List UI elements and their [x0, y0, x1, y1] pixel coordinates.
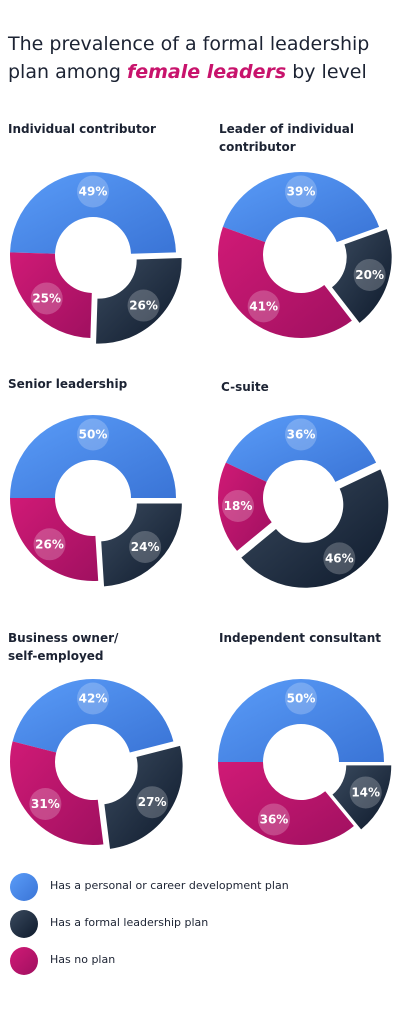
label-bubble-leadership — [353, 258, 386, 291]
slice-no-plan — [218, 226, 352, 338]
chart-title-c-suite: C-suite — [221, 380, 269, 394]
chart-title-independent-consultant: Independent consultant — [219, 631, 382, 645]
legend-swatch-leadership — [10, 910, 38, 938]
label-bubble-leadership — [127, 289, 160, 322]
slice-leadership — [241, 469, 389, 588]
data-label-plan: 39% — [287, 185, 316, 199]
slice-leadership — [101, 503, 182, 587]
data-label-leadership: 27% — [138, 795, 167, 809]
slice-plan — [218, 679, 384, 762]
label-bubble-no-plan — [257, 803, 290, 836]
label-bubble-plan — [285, 175, 317, 208]
page-title: The prevalence of a formal leadership pl… — [8, 30, 392, 86]
slice-no-plan — [218, 762, 354, 845]
label-bubble-plan — [77, 175, 109, 208]
data-label-plan: 50% — [287, 692, 316, 706]
label-bubble-no-plan — [222, 489, 255, 522]
title-highlight: female leaders — [126, 61, 287, 83]
label-bubble-no-plan — [29, 787, 62, 820]
data-label-leadership: 24% — [131, 540, 160, 554]
legend-item-no-plan: Has no plan — [10, 947, 390, 977]
label-bubble-no-plan — [30, 282, 63, 315]
legend-item-plan: Has a personal or career development pla… — [10, 873, 390, 903]
legend-swatch-no-plan — [10, 947, 38, 975]
chart-title-leader-of-ic: Leader of individual contributor — [219, 122, 354, 154]
data-label-leadership: 46% — [325, 551, 354, 565]
data-label-plan: 42% — [79, 692, 108, 706]
label-bubble-no-plan — [247, 290, 280, 323]
chart-title-senior-leadership: Senior leadership — [8, 377, 128, 391]
label-bubble-plan — [77, 418, 109, 451]
data-label-no-plan: 26% — [35, 537, 64, 551]
data-label-plan: 49% — [79, 185, 108, 199]
data-label-no-plan: 31% — [31, 797, 60, 811]
data-label-no-plan: 41% — [249, 299, 278, 313]
slice-plan — [10, 415, 176, 498]
slice-plan — [222, 171, 380, 243]
legend-item-leadership: Has a formal leadership plan — [10, 910, 390, 940]
slice-leadership — [96, 258, 182, 344]
legend-label-plan: Has a personal or career development pla… — [50, 879, 289, 892]
slice-no-plan — [10, 498, 99, 582]
legend-label-no-plan: Has no plan — [50, 953, 116, 966]
data-label-no-plan: 36% — [260, 812, 289, 826]
data-label-leadership: 14% — [351, 785, 380, 799]
label-bubble-leadership — [349, 776, 382, 809]
label-bubble-leadership — [136, 786, 169, 819]
slice-no-plan — [9, 252, 92, 338]
slice-plan — [10, 172, 176, 254]
slice-plan — [225, 414, 377, 482]
label-bubble-no-plan — [33, 528, 66, 561]
label-bubble-leadership — [129, 530, 162, 563]
data-label-no-plan: 25% — [32, 291, 61, 305]
label-bubble-leadership — [323, 542, 356, 575]
label-bubble-plan — [285, 418, 317, 451]
label-bubble-plan — [77, 682, 109, 715]
chart-title-business-owner: Business owner/ self-employed — [8, 631, 119, 663]
legend-label-leadership: Has a formal leadership plan — [50, 916, 209, 929]
slice-no-plan — [217, 462, 272, 551]
slice-leadership — [332, 765, 392, 830]
data-label-no-plan: 18% — [224, 499, 253, 513]
data-label-plan: 36% — [287, 428, 316, 442]
title-text: The prevalence of a formal leadership pl… — [8, 33, 370, 83]
data-label-leadership: 26% — [129, 299, 158, 313]
slice-leadership — [331, 229, 392, 323]
legend-swatch-plan — [10, 873, 38, 901]
data-label-plan: 50% — [79, 428, 108, 442]
slice-plan — [12, 679, 174, 753]
slice-no-plan — [10, 741, 104, 845]
data-label-leadership: 20% — [355, 268, 384, 282]
title-text-end: by level — [286, 61, 367, 83]
chart-title-individual-contributor: Individual contributor — [8, 122, 156, 136]
slice-leadership — [104, 745, 183, 849]
label-bubble-plan — [285, 682, 317, 715]
